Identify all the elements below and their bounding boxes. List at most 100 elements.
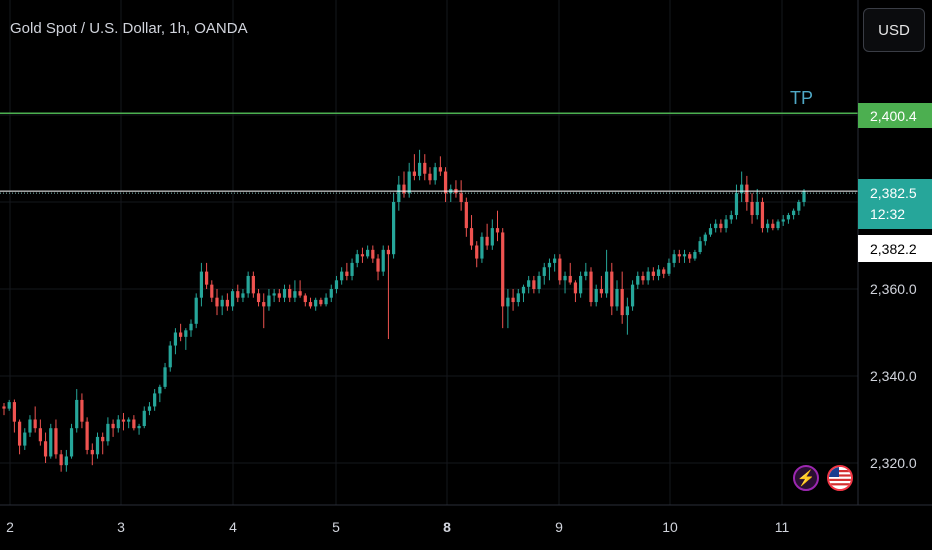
- y-tick-label: 2,320.0: [870, 455, 917, 471]
- candle-body: [95, 436, 100, 455]
- candle-body: [33, 419, 37, 429]
- candle-body: [625, 306, 629, 316]
- candle-body: [469, 228, 474, 246]
- candle-body: [246, 275, 250, 294]
- candle-body: [282, 289, 287, 298]
- candle-body: [371, 249, 375, 259]
- lightning-icon[interactable]: ⚡: [793, 465, 819, 491]
- candle-body: [2, 406, 6, 409]
- bid-price-value: 2,382.2: [870, 240, 917, 257]
- candle-body: [23, 432, 27, 446]
- candle-body: [163, 367, 167, 387]
- candle-body: [714, 223, 718, 229]
- currency-button[interactable]: USD: [863, 8, 925, 52]
- candle-body: [121, 419, 126, 422]
- candle-body: [64, 456, 68, 466]
- candle-body: [303, 295, 307, 303]
- candle-body: [688, 254, 692, 259]
- candle-body: [392, 202, 396, 255]
- candle-body: [786, 215, 791, 220]
- candle-body: [428, 173, 432, 181]
- candle-body: [340, 271, 344, 281]
- candle-body: [662, 269, 666, 274]
- candle-body: [563, 275, 567, 281]
- candle-body: [781, 219, 785, 222]
- price-axis-bg: [858, 0, 932, 550]
- candle-body: [407, 171, 411, 194]
- candles: [2, 149, 806, 472]
- candle-body: [485, 236, 489, 246]
- candle-body: [423, 162, 427, 174]
- candle-body: [558, 258, 562, 281]
- x-tick-label: 8: [443, 519, 451, 535]
- candle-body: [85, 421, 89, 450]
- candle-body: [329, 289, 333, 298]
- y-tick-label: 2,360.0: [870, 281, 917, 297]
- candle-body: [142, 410, 146, 427]
- candle-body: [314, 299, 318, 307]
- candle-body: [386, 249, 391, 255]
- candle-body: [745, 184, 749, 202]
- candle-body: [630, 284, 635, 307]
- candle-body: [433, 167, 437, 181]
- tp-price-value: 2,400.4: [870, 107, 917, 124]
- candle-body: [620, 289, 624, 316]
- candle-body: [760, 202, 765, 229]
- x-tick-label: 11: [775, 519, 790, 535]
- x-tick-label: 10: [662, 519, 678, 535]
- candle-body: [54, 428, 58, 455]
- candle-body: [459, 193, 463, 202]
- candle-body: [792, 210, 796, 216]
- candle-body: [402, 184, 406, 194]
- symbol-title[interactable]: Gold Spot / U.S. Dollar, 1h, OANDA: [10, 20, 248, 37]
- candle-body: [215, 297, 219, 307]
- candle-body: [147, 406, 152, 411]
- candle-body: [298, 291, 302, 296]
- last-price-value: 2,382.5: [870, 185, 917, 201]
- candle-body: [568, 275, 572, 283]
- candle-body: [262, 302, 266, 307]
- take-profit-label: TP: [790, 88, 814, 108]
- candle-body: [324, 297, 328, 305]
- candle-body: [766, 223, 770, 229]
- price-levels: [0, 112, 858, 194]
- bar-countdown: 12:32: [870, 206, 906, 222]
- x-tick-label: 3: [117, 519, 125, 535]
- candle-body: [59, 454, 63, 466]
- candle-body: [376, 258, 380, 272]
- price-axis[interactable]: 2,320.0 2,340.0 2,360.0: [870, 281, 917, 471]
- candle-body: [189, 323, 193, 331]
- candle-body: [7, 402, 11, 409]
- time-axis[interactable]: 2 3 4 5 8 9 10 11: [6, 519, 789, 535]
- candle-body: [734, 193, 739, 216]
- candle-body: [750, 202, 754, 216]
- candle-body: [251, 275, 255, 294]
- candle-body: [225, 299, 229, 307]
- candle-body: [729, 215, 733, 220]
- candle-body: [236, 291, 240, 298]
- candle-body: [584, 271, 588, 276]
- candle-body: [506, 297, 510, 307]
- candle-body: [173, 332, 178, 346]
- candle-body: [80, 399, 84, 422]
- us-flag-icon[interactable]: [827, 465, 853, 491]
- candle-body: [776, 221, 780, 229]
- candle-body: [153, 393, 157, 407]
- candle-body: [667, 262, 671, 274]
- candle-body: [179, 332, 183, 337]
- candle-body: [101, 436, 105, 442]
- candle-body: [771, 223, 775, 229]
- candle-body: [615, 289, 619, 307]
- candle-body: [49, 428, 53, 457]
- candle-body: [366, 249, 370, 257]
- us-flag-graphic: [829, 467, 851, 489]
- candle-body: [532, 280, 536, 289]
- x-tick-label: 2: [6, 519, 14, 535]
- candle-body: [797, 202, 801, 211]
- candle-body: [256, 293, 261, 303]
- candle-body: [381, 249, 385, 272]
- candle-body: [521, 286, 526, 294]
- candle-body: [75, 399, 79, 429]
- candle-body: [755, 202, 759, 216]
